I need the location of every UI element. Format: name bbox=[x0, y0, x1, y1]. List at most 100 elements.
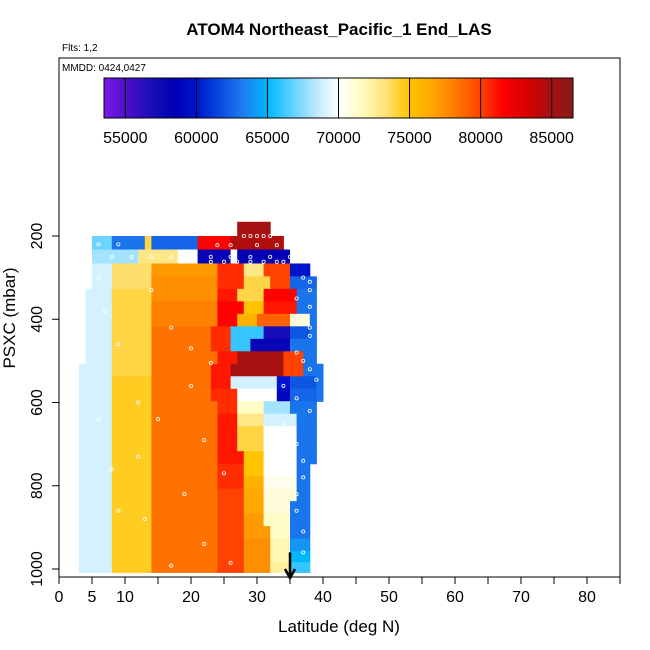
sample-marker bbox=[208, 360, 213, 365]
x-tick-label: 5 bbox=[88, 589, 97, 606]
sample-marker bbox=[96, 275, 101, 280]
sample-markers bbox=[96, 233, 319, 568]
sample-marker bbox=[241, 233, 246, 238]
heatmap-cell bbox=[78, 463, 113, 477]
sample-marker bbox=[254, 243, 259, 248]
sample-marker bbox=[188, 346, 193, 351]
heatmap-cell bbox=[217, 513, 245, 527]
heatmap-cell bbox=[217, 551, 245, 563]
sample-marker bbox=[136, 454, 141, 459]
sample-marker bbox=[301, 550, 306, 555]
heatmap-cell bbox=[111, 288, 152, 302]
y-axis: 200 400 600 800 1000 bbox=[29, 223, 59, 587]
heatmap-cell bbox=[263, 426, 298, 440]
heatmap-cell bbox=[263, 463, 298, 477]
heatmap-cell bbox=[85, 301, 113, 315]
sample-marker bbox=[254, 233, 259, 238]
heatmap-cell bbox=[217, 476, 245, 490]
heatmap-cell bbox=[230, 363, 284, 377]
heatmap-cell bbox=[237, 288, 265, 302]
heatmap-cell bbox=[290, 276, 317, 290]
heatmap-cell bbox=[243, 476, 265, 490]
sample-marker bbox=[281, 383, 286, 388]
heatmap-cell bbox=[217, 438, 238, 452]
heatmap-cell bbox=[111, 363, 152, 377]
heatmap-cell bbox=[210, 338, 232, 352]
heatmap-cell bbox=[217, 526, 245, 540]
heatmap-cell bbox=[78, 413, 113, 427]
heatmap-cell bbox=[230, 236, 284, 251]
heatmap-cell bbox=[217, 401, 238, 415]
heatmap-cell bbox=[151, 451, 218, 465]
heatmap-cell bbox=[296, 413, 317, 427]
sample-marker bbox=[274, 259, 279, 264]
sample-marker bbox=[301, 475, 306, 480]
x-tick-label: 40 bbox=[314, 589, 332, 606]
heatmap-cell bbox=[78, 538, 113, 552]
heatmap-cell bbox=[237, 249, 291, 265]
sample-marker bbox=[149, 254, 154, 259]
heatmap-cell bbox=[151, 551, 218, 563]
heatmap-cell bbox=[217, 351, 238, 365]
colorbar-tick-label: 55000 bbox=[103, 130, 148, 147]
sample-marker bbox=[301, 275, 306, 280]
heatmap-cell bbox=[263, 501, 291, 515]
heatmap-cell bbox=[151, 326, 212, 340]
heatmap-cell bbox=[217, 451, 245, 465]
heatmap-cell bbox=[177, 249, 199, 265]
plot-frame bbox=[58, 57, 621, 578]
x-tick-label: 30 bbox=[248, 589, 266, 606]
sample-marker bbox=[228, 254, 233, 259]
sample-marker bbox=[281, 483, 286, 488]
sample-marker bbox=[109, 254, 114, 259]
sample-marker bbox=[294, 508, 299, 513]
heatmap-layer bbox=[78, 221, 324, 573]
heatmap-cell bbox=[151, 313, 218, 327]
sample-marker bbox=[248, 259, 253, 264]
sample-marker bbox=[261, 233, 266, 238]
sample-marker bbox=[116, 242, 121, 247]
x-tick-label: 20 bbox=[182, 589, 200, 606]
sample-marker bbox=[136, 400, 141, 405]
heatmap-cell bbox=[290, 249, 304, 265]
x-tick-label: 50 bbox=[380, 589, 398, 606]
heatmap-cell bbox=[303, 363, 324, 377]
heatmap-cell bbox=[283, 351, 304, 365]
heatmap-cell bbox=[217, 288, 238, 302]
y-tick-label: 200 bbox=[29, 223, 46, 250]
heatmap-cell bbox=[217, 263, 245, 277]
heatmap-cell bbox=[111, 326, 152, 340]
x-tick-label: 0 bbox=[55, 589, 64, 606]
heatmap-cell bbox=[92, 236, 113, 251]
heatmap-cell bbox=[243, 263, 265, 277]
heatmap-cell bbox=[296, 451, 317, 465]
sample-marker bbox=[188, 383, 193, 388]
colorbar-tick-label: 80000 bbox=[458, 130, 503, 147]
sample-marker bbox=[307, 279, 312, 284]
heatmap-cell bbox=[243, 276, 271, 290]
x-axis-label: Latitude (deg N) bbox=[278, 617, 400, 636]
sample-marker bbox=[301, 358, 306, 363]
heatmap-cell bbox=[151, 463, 218, 477]
heatmap-cell bbox=[85, 351, 113, 365]
sample-marker bbox=[287, 254, 292, 259]
heatmap-cell bbox=[151, 376, 212, 390]
heatmap-cell bbox=[92, 249, 139, 265]
heatmap-cell bbox=[296, 463, 311, 477]
heatmap-cell bbox=[78, 476, 113, 490]
sample-marker bbox=[294, 396, 299, 401]
heatmap-cell bbox=[290, 513, 311, 527]
heatmap-cell bbox=[217, 301, 245, 315]
sample-marker bbox=[268, 254, 273, 259]
heatmap-cell bbox=[250, 338, 291, 352]
heatmap-cell bbox=[151, 438, 218, 452]
heatmap-cell bbox=[151, 562, 218, 573]
sample-marker bbox=[116, 342, 121, 347]
heatmap-cell bbox=[290, 326, 311, 340]
heatmap-cell bbox=[85, 338, 113, 352]
heatmap-cell bbox=[290, 376, 317, 390]
sample-marker bbox=[169, 325, 174, 330]
heatmap-cell bbox=[237, 401, 265, 415]
sample-marker bbox=[307, 408, 312, 413]
heatmap-cell bbox=[85, 326, 113, 340]
